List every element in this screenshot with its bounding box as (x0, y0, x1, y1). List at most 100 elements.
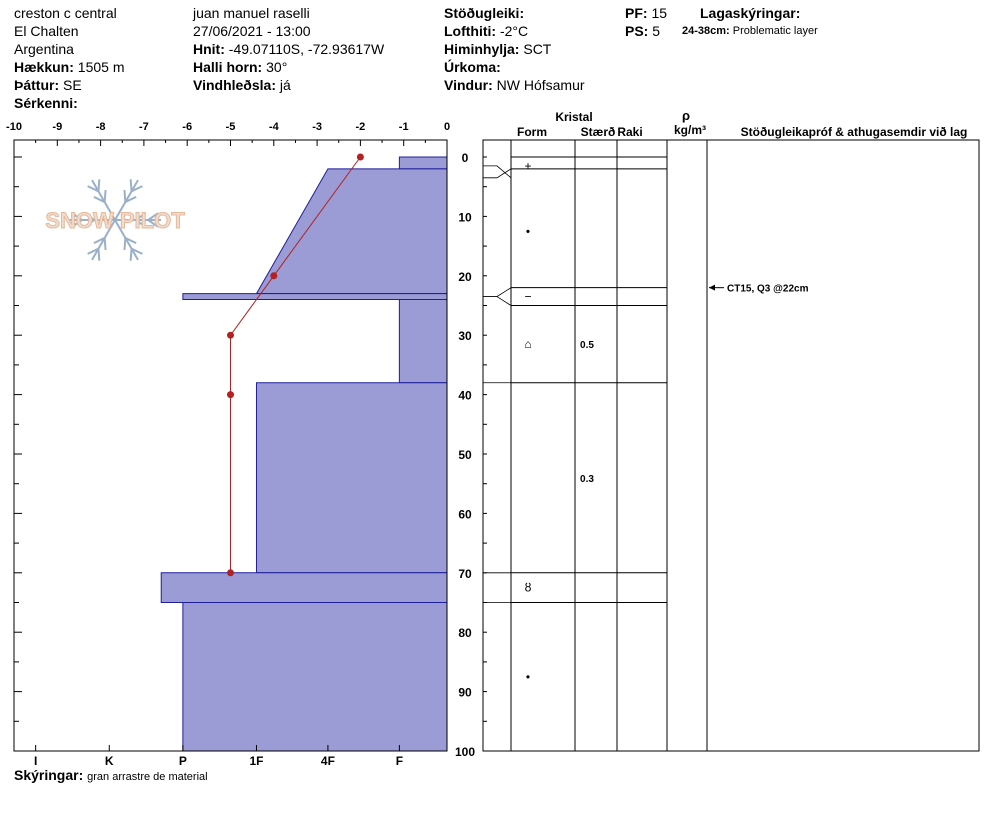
snowflake-branch (83, 212, 95, 221)
snowflake-branch (87, 247, 99, 255)
snowflake-arm (91, 219, 116, 261)
slope-row: Halli horn: 30° (193, 58, 384, 76)
snowflake-branch (147, 219, 159, 228)
hardness-tick-label: K (105, 754, 114, 768)
temp-tick-label: -6 (182, 121, 192, 133)
hardness-layer (182, 293, 448, 301)
header-col-layer-notes: Lagaskýringar: 24-38cm: Problematic laye… (682, 4, 818, 40)
precip-row: Úrkoma: (444, 58, 585, 76)
depth-tick-label: 10 (458, 210, 472, 224)
aspect-row: Þáttur: SE (14, 76, 125, 94)
hardness-tick-label: 4F (321, 754, 335, 768)
features-row: Sérkenni: (14, 94, 125, 112)
stability-test-arrow (709, 284, 715, 291)
layer-note-row: 24-38cm: Problematic layer (682, 22, 818, 40)
temp-tick-label: -8 (96, 121, 106, 133)
snowflake-branch (93, 195, 106, 203)
sky-label: Himinhylja: (444, 41, 520, 57)
region-name: El Chalten (14, 23, 79, 39)
hardness-layer (182, 602, 448, 752)
snowflake-arm (114, 219, 139, 261)
snowflake-branch (147, 212, 159, 221)
header-form: Form (517, 125, 547, 139)
header-col-location: creston c central El Chalten Argentina H… (14, 4, 125, 112)
snowflake-branch (97, 248, 101, 261)
layer-note-text: Problematic layer (732, 25, 818, 37)
grain-form: • (526, 224, 530, 238)
grain-form: + (524, 159, 531, 173)
hardness-layers (160, 156, 448, 752)
pf-value: 15 (651, 5, 668, 21)
hardness-tick-label: P (179, 754, 187, 768)
grain-size: 0.5 (580, 340, 594, 351)
snowflake-branch (135, 219, 147, 228)
elevation-value: 1505 m (77, 59, 125, 75)
snowflake-icon (69, 179, 161, 261)
temp-tick-label: -4 (269, 121, 280, 133)
depth-connector (483, 165, 512, 179)
hardness-layer (160, 572, 448, 603)
footer-notes-label: Skýringar: (14, 767, 84, 783)
depth-tick-label: 0 (462, 151, 469, 165)
temperature-point (227, 391, 234, 399)
grain-form: ȣ (525, 581, 532, 595)
wind-row: Vindur: NW Hófsamur (444, 76, 585, 94)
depth-tick-label: 70 (458, 567, 472, 581)
depth-tick-label: 60 (458, 507, 472, 521)
temperature-point (227, 569, 234, 577)
temp-tick-label: -1 (399, 121, 409, 133)
pf-label: PF: (625, 5, 648, 21)
snowflake-branch (71, 212, 83, 221)
temperature-point (356, 153, 364, 161)
header-moisture: Raki (617, 125, 642, 139)
header-density-symbol: ρ (682, 108, 690, 123)
snowflake-branch (123, 190, 127, 203)
observation-datetime: 27/06/2021 - 13:00 (193, 23, 311, 39)
pf-row: PF: 15 (625, 4, 667, 22)
snowflake-branch (123, 237, 127, 250)
temp-tick-label: -9 (52, 121, 62, 133)
temp-tick-label: -5 (226, 121, 236, 133)
elevation-label: Hækkun: (14, 59, 74, 75)
precip-label: Úrkoma: (444, 59, 501, 75)
depth-tick-label: 30 (458, 329, 472, 343)
header-col-observer: juan manuel raselli 27/06/2021 - 13:00 H… (193, 4, 384, 94)
left-chart-frame: -10 -9 -8 -7 -6 -5 -4 -3 -2 -1 0010203040506070809… (6, 121, 475, 768)
hardness-layer (398, 299, 448, 384)
air-temp-row: Lofthiti: -2°C (444, 22, 585, 40)
stability-row: Stöðugleiki: (444, 4, 585, 22)
snowflake-branch (87, 185, 99, 193)
snowflake-branch (97, 179, 101, 192)
snowpilot-logo: SNOW PILOT (45, 179, 186, 261)
table-frame (482, 139, 980, 752)
snowflake-branch (103, 190, 107, 203)
snowflake-branch (131, 247, 143, 255)
coords-label: Hnit: (193, 41, 225, 57)
hardness-tick-label: F (396, 754, 403, 768)
snowflake-branch (83, 219, 95, 228)
layer-notes-label: Lagaskýringar: (700, 5, 801, 21)
snowflake-arm (114, 179, 139, 221)
layers-table: Kristal Form Stærð Raki ρkg/m³ Stöðugleikapró… (482, 108, 980, 752)
temperature-point (227, 331, 234, 339)
header-col-pf-ps: PF: 15 PS: 5 (625, 4, 667, 40)
aspect-label: Þáttur: (14, 77, 60, 93)
grain-size: 0.3 (580, 474, 594, 485)
temp-tick-label: -3 (312, 121, 322, 133)
depth-tick-label: 20 (458, 270, 472, 284)
stability-test-label: CT15, Q3 @22cm (727, 284, 809, 295)
hardness-tick-label: I (34, 754, 37, 768)
grain-form: • (526, 670, 530, 684)
depth-connector (483, 168, 512, 179)
hardness-layer (255, 168, 448, 295)
sky-row: Himinhylja: SCT (444, 40, 585, 58)
hardness-layer (255, 382, 448, 574)
temperature-point (270, 272, 278, 280)
temp-tick-label: 0 (444, 121, 450, 133)
depth-tick-label: 80 (458, 626, 472, 640)
header-tests: Stöðugleikapróf & athugasemdir við lag (741, 125, 968, 139)
snowflake-branch (131, 185, 143, 193)
slope-label: Halli horn: (193, 59, 263, 75)
hardness-layer (398, 156, 448, 170)
snowflake-branch (129, 248, 133, 261)
